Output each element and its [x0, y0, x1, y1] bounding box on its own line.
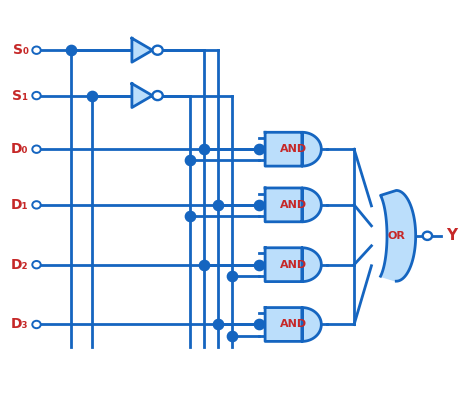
Text: D₂: D₂ [11, 257, 28, 272]
Point [186, 213, 194, 219]
Text: AND: AND [280, 319, 307, 329]
Text: OR: OR [387, 231, 405, 241]
Circle shape [32, 92, 41, 99]
Point [67, 47, 74, 54]
Point [255, 321, 263, 328]
Circle shape [32, 145, 41, 153]
Text: D₀: D₀ [11, 142, 28, 156]
Polygon shape [265, 188, 321, 222]
Circle shape [153, 46, 163, 55]
Text: D₁: D₁ [11, 198, 28, 212]
Text: AND: AND [280, 144, 307, 154]
Circle shape [423, 232, 432, 240]
Point [201, 261, 208, 268]
Point [255, 261, 263, 268]
Point [255, 201, 263, 208]
Circle shape [153, 91, 163, 100]
Point [214, 321, 222, 328]
Point [88, 92, 96, 99]
Text: D₃: D₃ [11, 318, 28, 331]
Polygon shape [265, 248, 321, 282]
Point [255, 146, 263, 153]
Text: AND: AND [280, 260, 307, 270]
Point [186, 157, 194, 164]
Circle shape [32, 321, 41, 328]
Polygon shape [381, 191, 416, 281]
Text: S₀: S₀ [12, 43, 28, 57]
Polygon shape [132, 38, 153, 62]
Circle shape [32, 261, 41, 268]
Polygon shape [265, 308, 321, 342]
Polygon shape [265, 132, 321, 166]
Circle shape [32, 201, 41, 209]
Point [228, 332, 236, 339]
Circle shape [32, 46, 41, 54]
Text: Y: Y [446, 228, 457, 243]
Text: AND: AND [280, 200, 307, 210]
Point [201, 146, 208, 153]
Point [214, 201, 222, 208]
Point [228, 273, 236, 279]
Text: S₁: S₁ [12, 89, 28, 102]
Polygon shape [132, 84, 153, 107]
